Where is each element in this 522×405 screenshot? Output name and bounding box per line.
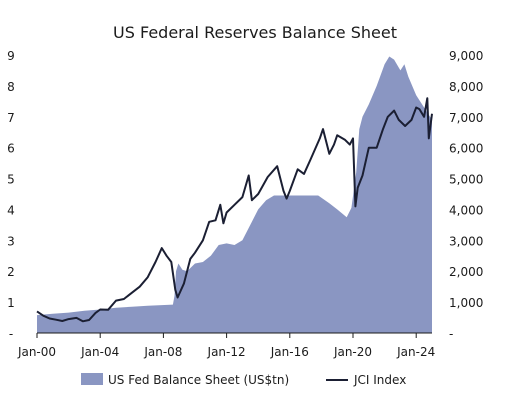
x-tick-label: Jan-16	[270, 345, 309, 359]
x-tick-label: Jan-24	[396, 345, 435, 359]
area-layer	[37, 56, 432, 333]
y-right-tick-label: 2,000	[449, 265, 483, 279]
legend: US Fed Balance Sheet (US$tn) JCI Index	[81, 373, 406, 387]
legend-label-area: US Fed Balance Sheet (US$tn)	[108, 373, 289, 387]
series-line-jci-index	[36, 97, 433, 323]
chart-title: US Federal Reserves Balance Sheet	[113, 23, 397, 42]
x-tick-label: Jan-00	[17, 345, 56, 359]
series-area-fed-balance-sheet	[37, 56, 432, 333]
legend-label-line: JCI Index	[353, 373, 406, 387]
y-right-tick-label: 5,000	[449, 173, 483, 187]
y-axis-left: - 1 2 3 4 5 6 7 8 9	[7, 49, 15, 341]
x-tick-label: Jan-04	[80, 345, 119, 359]
y-right-tick-label: 8,000	[449, 80, 483, 94]
y-axis-right: - 1,000 2,000 3,000 4,000 5,000 6,000 7,000 8,00…	[449, 49, 483, 341]
y-left-tick-label: -	[9, 327, 13, 341]
y-left-tick-label: 6	[7, 142, 15, 156]
y-right-tick-label: 1,000	[449, 296, 483, 310]
y-left-tick-label: 4	[7, 203, 15, 217]
y-left-tick-label: 8	[7, 80, 15, 94]
y-left-tick-label: 1	[7, 296, 15, 310]
y-left-tick-label: 3	[7, 234, 15, 248]
x-tick-label: Jan-12	[207, 345, 246, 359]
y-right-tick-label: 4,000	[449, 203, 483, 217]
y-right-tick-label: -	[449, 327, 453, 341]
y-right-tick-label: 7,000	[449, 111, 483, 125]
y-right-tick-label: 9,000	[449, 49, 483, 63]
x-axis: Jan-00 Jan-04 Jan-08 Jan-12 Jan-16 Jan-20 Jan-…	[17, 332, 435, 359]
y-left-tick-label: 5	[7, 173, 15, 187]
x-tick-label: Jan-08	[143, 345, 182, 359]
x-tick-label: Jan-20	[333, 345, 372, 359]
y-left-tick-label: 9	[7, 49, 15, 63]
y-right-tick-label: 3,000	[449, 234, 483, 248]
y-left-tick-label: 2	[7, 265, 15, 279]
y-left-tick-label: 7	[7, 111, 15, 125]
legend-swatch-area	[81, 373, 103, 385]
y-right-tick-label: 6,000	[449, 142, 483, 156]
line-layer	[36, 97, 433, 323]
